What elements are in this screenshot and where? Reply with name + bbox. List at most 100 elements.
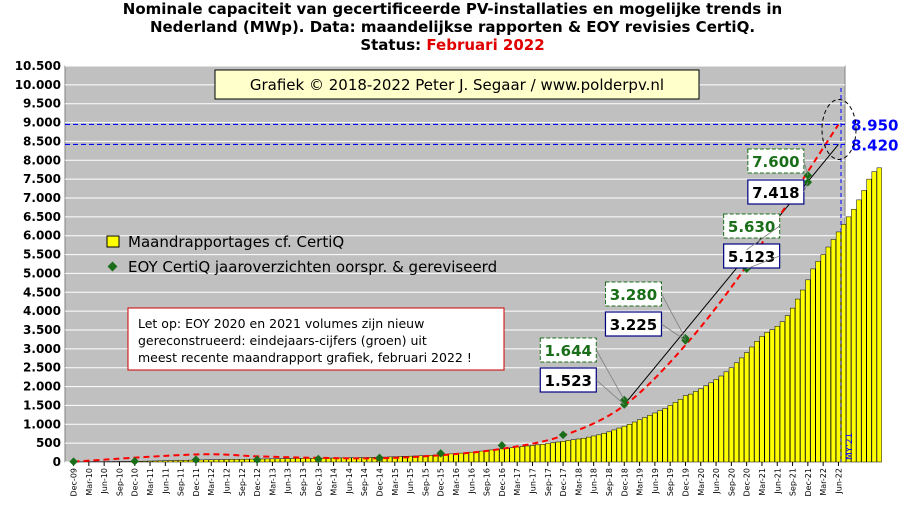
monthly-bar <box>820 254 826 463</box>
title-line-2: Nederland (MWp). Data: maandelijkse rapp… <box>149 18 756 36</box>
monthly-bar <box>203 459 209 463</box>
monthly-bar <box>586 436 592 463</box>
monthly-bar <box>733 362 740 463</box>
monthly-bar <box>550 442 556 463</box>
forecast-ellipse <box>821 98 857 160</box>
monthly-bar <box>626 424 632 463</box>
eoy-marker <box>252 455 262 464</box>
status-date: Februari 2022 <box>426 36 545 54</box>
monthly-bar <box>427 455 434 463</box>
monthly-bar <box>535 444 541 463</box>
monthly-bar <box>575 438 581 463</box>
monthly-bar <box>688 393 694 463</box>
y-tick-label: 5.000 <box>23 266 61 280</box>
eoy-marker <box>558 430 568 440</box>
monthly-bar <box>244 458 250 463</box>
x-tick-label: Dec-09 <box>70 468 79 497</box>
monthly-bar <box>790 307 796 463</box>
x-tick-label: Jun-13 <box>284 468 293 495</box>
monthly-bar <box>290 458 296 463</box>
red-trend-line <box>73 123 840 463</box>
x-tick-label: Sep-13 <box>299 468 308 496</box>
y-tick-label: 2.000 <box>23 380 61 394</box>
x-tick-label: Mar-18 <box>574 468 583 496</box>
x-tick-label: Mar-22 <box>819 468 828 496</box>
monthly-bar <box>545 443 551 463</box>
monthly-bar <box>387 456 393 463</box>
eoy-green-label: 3.280 <box>610 286 657 304</box>
monthly-bar <box>448 453 454 463</box>
eoy-black-label: 7.418 <box>752 184 799 202</box>
x-tick-label: Jun-14 <box>345 468 354 495</box>
eoy-pointer <box>746 255 780 270</box>
monthly-bar <box>835 231 841 463</box>
monthly-bar <box>846 216 852 463</box>
monthly-bar <box>305 458 311 463</box>
annotations: 1.644 1.523 3.280 3.225 5.630 5.123 7.600 7.418 <box>539 148 809 405</box>
monthly-bar <box>698 388 704 463</box>
monthly-bar <box>142 460 148 463</box>
monthly-bar <box>366 457 372 463</box>
monthly-bar <box>784 315 791 463</box>
monthly-bar <box>172 460 179 463</box>
monthly-bar <box>657 410 663 463</box>
monthly-bar <box>856 199 862 463</box>
x-tick-label: Dec-14 <box>376 468 385 497</box>
monthly-bar <box>723 371 729 463</box>
eoy-marker <box>69 457 78 466</box>
eoy-pointer <box>595 349 625 401</box>
monthly-bar <box>677 399 683 463</box>
monthly-bar <box>703 385 709 463</box>
x-tick-label: Jun-22 <box>834 468 843 495</box>
y-tick-label: 500 <box>36 436 61 450</box>
monthly-bar <box>524 445 530 463</box>
legend-monthly-label: Maandrapportages cf. CertiQ <box>128 233 344 251</box>
y-tick-label: 3.000 <box>23 342 61 356</box>
eoy-black-box <box>723 243 781 269</box>
eoy-green-box <box>723 213 781 239</box>
monthly-bar <box>591 435 597 463</box>
eoy-marker <box>314 454 323 464</box>
monthly-bar <box>744 352 750 463</box>
monthly-bar <box>637 419 643 463</box>
monthly-bar <box>234 459 240 463</box>
eoy-pointer <box>661 323 686 341</box>
monthly-bar <box>407 455 413 463</box>
monthly-bar <box>774 325 780 463</box>
eoy-pointer <box>661 293 686 339</box>
x-tick-label: Mar-13 <box>268 468 277 496</box>
x-tick-label: Jun-19 <box>651 468 660 495</box>
monthly-bar <box>667 405 673 463</box>
x-tick-label: Sep-11 <box>177 468 186 496</box>
x-tick-label: Sep-18 <box>605 468 614 496</box>
eoy-marker <box>436 449 445 458</box>
monthly-bar <box>764 332 770 463</box>
monthly-bar <box>509 447 515 463</box>
monthly-bar <box>468 451 474 463</box>
monthly-bar <box>519 446 525 463</box>
monthly-bar <box>596 434 602 463</box>
eoy-pointer <box>803 182 809 193</box>
x-tick-label: Mar-16 <box>452 468 461 496</box>
x-tick-label: Jun-11 <box>161 468 170 495</box>
x-tick-label: Dec-16 <box>498 468 507 497</box>
monthly-bar <box>417 455 423 463</box>
eoy-marker <box>375 453 384 463</box>
x-tick-label: Mar-15 <box>391 468 400 496</box>
monthly-bar <box>672 402 678 463</box>
monthly-bar <box>178 460 184 463</box>
monthly-bar <box>269 458 275 463</box>
monthly-bar <box>728 367 734 463</box>
monthly-bar <box>285 458 291 463</box>
monthly-bar <box>397 456 403 463</box>
monthly-bar <box>682 395 689 463</box>
copyright-box <box>214 69 700 100</box>
monthly-bar <box>876 167 882 463</box>
reference-line-label: 8.420 <box>851 136 898 154</box>
monthly-bar <box>693 391 699 463</box>
monthly-bar <box>759 336 765 463</box>
x-tick-label: Jun-17 <box>528 468 537 495</box>
eoy-marker <box>191 455 201 464</box>
monthly-bar <box>162 460 168 463</box>
